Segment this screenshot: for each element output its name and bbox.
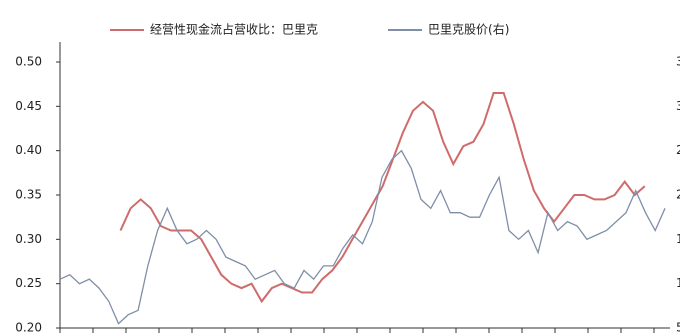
y-tick-label: 0.20 (15, 321, 42, 335)
y-tick-label: 0.40 (15, 143, 42, 157)
y2-tick-label: 10 (676, 276, 680, 290)
y2-tick-label: 35 (676, 55, 680, 69)
y-tick-label: 0.25 (15, 276, 42, 290)
y-tick-label: 0.30 (15, 232, 42, 246)
legend-label: 经营性现金流占营收比：巴里克 (150, 22, 318, 37)
y-tick-label: 0.35 (15, 188, 42, 202)
y2-tick-label: 30 (676, 99, 680, 113)
y2-tick-label: 25 (676, 143, 680, 157)
series-line (59, 149, 666, 325)
y-tick-label: 0.50 (15, 55, 42, 69)
y2-tick-label: 20 (676, 188, 680, 202)
y2-tick-label: 15 (676, 232, 680, 246)
y-tick-label: 0.45 (15, 99, 42, 113)
series-line (119, 92, 646, 304)
y2-tick-label: 5 (676, 321, 680, 335)
legend-label: 巴里克股价(右) (428, 22, 509, 37)
